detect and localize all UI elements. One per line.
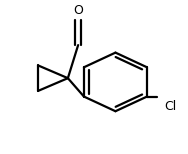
Text: O: O	[73, 4, 83, 16]
Text: Cl: Cl	[164, 100, 176, 113]
